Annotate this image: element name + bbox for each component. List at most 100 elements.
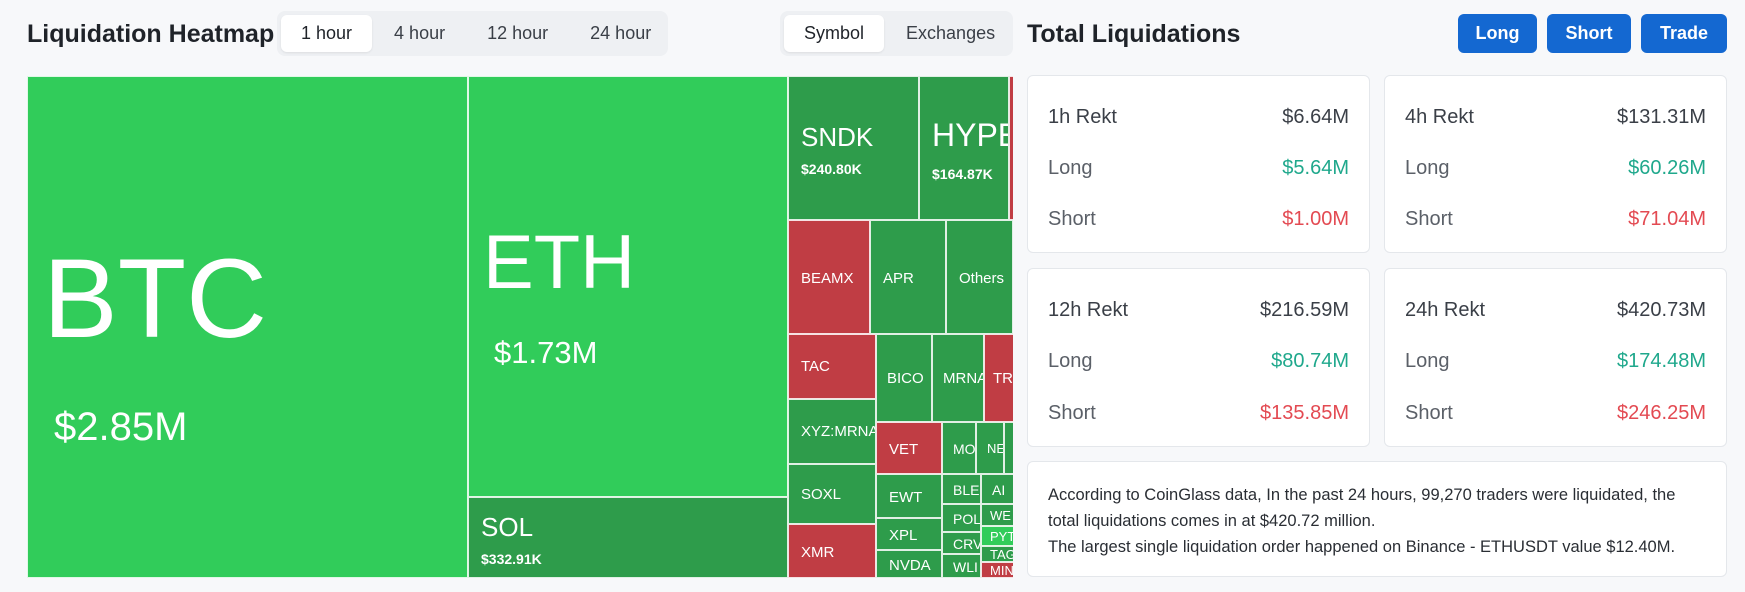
tile-symbol: SOL (481, 512, 534, 542)
tile-value: $240.80K (801, 161, 862, 177)
tile-symbol: HYPE (932, 117, 1008, 153)
liquidation-heatmap: BTC $2.85M ETH $1.73M SOL $332.91K SNDK … (27, 76, 1013, 578)
short-value: $1.00M (1282, 208, 1349, 230)
tile-sol[interactable]: SOL $332.91K (468, 497, 788, 578)
long-value: $174.48M (1617, 350, 1706, 372)
tile-beamx[interactable]: BEAMX (788, 220, 870, 334)
tile-symbol: TR (993, 370, 1013, 387)
tile-value: $332.91K (481, 551, 542, 567)
tile-xyz-mrna[interactable]: XYZ:MRNA (788, 399, 876, 464)
tab-1-hour[interactable]: 1 hour (281, 15, 373, 52)
summary-line-1: According to CoinGlass data, In the past… (1048, 486, 1676, 530)
tile-red-edge[interactable] (1009, 76, 1013, 220)
card-total: $420.73M (1617, 299, 1706, 321)
tile-nvda[interactable]: NVDA (876, 550, 942, 578)
tile-symbol: POL (953, 511, 981, 527)
tile-soxl[interactable]: SOXL (788, 464, 876, 524)
long-button[interactable]: Long (1458, 14, 1537, 53)
trade-button[interactable]: Trade (1641, 14, 1727, 53)
tile-ble[interactable]: BLE (942, 474, 981, 504)
tile-symbol: BICO (887, 370, 924, 387)
tile-bico[interactable]: BICO (876, 334, 932, 422)
tile-ai[interactable]: AI (981, 474, 1013, 504)
tile-symbol: XPL (889, 527, 918, 544)
tile-symbol: MO (953, 441, 976, 457)
long-value: $80.74M (1271, 350, 1349, 372)
tile-tac[interactable]: TAC (788, 334, 876, 399)
tile-symbol: PYT (990, 529, 1013, 544)
short-button[interactable]: Short (1547, 14, 1631, 53)
summary-line-2: The largest single liquidation order hap… (1048, 538, 1676, 556)
tile-symbol: TAG (990, 547, 1013, 562)
tile-value: $1.73M (494, 335, 598, 370)
tile-pyt[interactable]: PYT (981, 526, 1013, 546)
tile-we[interactable]: WE (981, 504, 1013, 526)
rekt-card-12h: 12h Rekt $216.59M Long $80.74M Short $135.8… (1027, 268, 1370, 447)
tile-ne[interactable]: NE (976, 422, 1004, 474)
tile-xpl[interactable]: XPL (876, 518, 942, 550)
tile-symbol: MIN (990, 563, 1013, 578)
card-period: 1h Rekt (1048, 106, 1117, 128)
rekt-card-24h: 24h Rekt $420.73M Long $174.48M Short $246.… (1384, 268, 1727, 447)
tile-min[interactable]: MIN (981, 562, 1013, 578)
card-period: 12h Rekt (1048, 299, 1129, 321)
tile-xmr[interactable]: XMR (788, 524, 876, 578)
tile-hype[interactable]: HYPE $164.87K (919, 76, 1009, 220)
time-range-tabs: 1 hour 4 hour 12 hour 24 hour (277, 11, 668, 56)
short-label: Short (1048, 402, 1096, 424)
tile-ewt[interactable]: EWT (876, 474, 942, 518)
rekt-card-4h: 4h Rekt $131.31M Long $60.26M Short $71.04M (1384, 75, 1727, 253)
tile-others[interactable]: Others (946, 220, 1013, 334)
tile-symbol: APR (883, 270, 914, 287)
tile-symbol: BLE (953, 482, 980, 498)
short-label: Short (1048, 208, 1096, 230)
tab-4-hour[interactable]: 4 hour (394, 23, 446, 43)
tab-24-hour[interactable]: 24 hour (590, 23, 652, 43)
tile-eth[interactable]: ETH $1.73M (468, 76, 788, 497)
tile-pol[interactable]: POL (942, 504, 981, 532)
card-period: 24h Rekt (1405, 299, 1486, 321)
tile-value: $2.85M (54, 405, 188, 449)
tile-symbol: BEAMX (801, 270, 854, 287)
card-total: $216.59M (1260, 299, 1349, 321)
tile-symbol: TAC (801, 358, 830, 375)
tile-symbol: NE (987, 441, 1004, 456)
long-label: Long (1405, 350, 1450, 372)
tile-mo[interactable]: MO (942, 422, 976, 474)
tile-mrna[interactable]: MRNA (932, 334, 984, 422)
short-value: $246.25M (1617, 402, 1706, 424)
card-total: $131.31M (1617, 106, 1706, 128)
totals-title: Total Liquidations (1027, 20, 1241, 48)
tile-symbol: WE (990, 508, 1011, 523)
tab-symbol[interactable]: Symbol (784, 15, 885, 52)
tile-vet[interactable]: VET (876, 422, 942, 474)
tile-tag[interactable]: TAG (981, 546, 1013, 562)
tile-tr[interactable]: TR (984, 334, 1013, 422)
tile-value: $164.87K (932, 166, 993, 182)
tile-symbol: WLI (953, 559, 978, 575)
short-label: Short (1405, 208, 1453, 230)
tab-12-hour[interactable]: 12 hour (487, 23, 549, 43)
tile-apr[interactable]: APR (870, 220, 946, 334)
tab-exchanges[interactable]: Exchanges (906, 23, 996, 43)
tile-symbol: VET (889, 441, 919, 458)
tile-symbol: MRNA (943, 370, 984, 387)
long-value: $5.64M (1282, 157, 1349, 179)
tile-sndk[interactable]: SNDK $240.80K (788, 76, 919, 220)
tile-symbol: EWT (889, 489, 923, 506)
long-label: Long (1405, 157, 1450, 179)
tile-wl[interactable]: WLI (942, 554, 981, 578)
rekt-card-1h: 1h Rekt $6.64M Long $5.64M Short $1.00M (1027, 75, 1370, 253)
card-total: $6.64M (1282, 106, 1349, 128)
tile-symbol: Others (959, 270, 1005, 287)
tile-crv[interactable]: CRV (942, 532, 981, 554)
tile-small-a[interactable] (1004, 422, 1013, 474)
long-label: Long (1048, 350, 1093, 372)
short-value: $135.85M (1260, 402, 1349, 424)
tile-symbol: XMR (801, 544, 835, 561)
tile-btc[interactable]: BTC $2.85M (27, 76, 468, 578)
tile-symbol: BTC (43, 236, 267, 361)
short-label: Short (1405, 402, 1453, 424)
tile-symbol: XYZ:MRNA (801, 423, 876, 440)
long-label: Long (1048, 157, 1093, 179)
